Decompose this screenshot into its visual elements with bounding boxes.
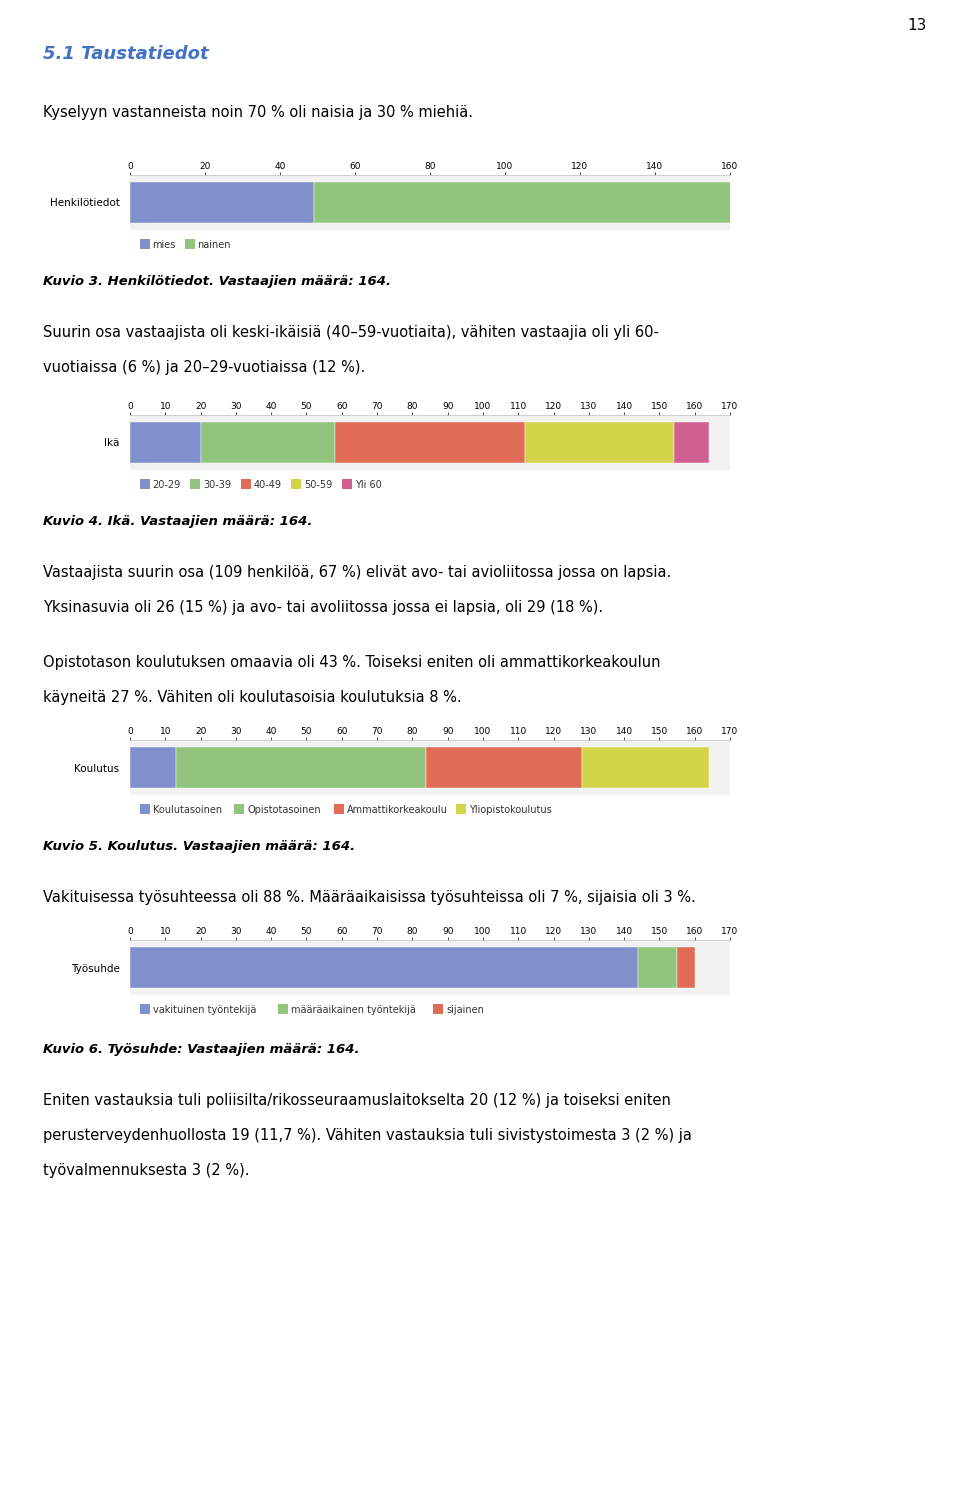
Text: Yksinasuvia oli 26 (15 %) ja avo- tai avoliitossa jossa ei lapsia, oli 29 (18 %): Yksinasuvia oli 26 (15 %) ja avo- tai av… bbox=[43, 600, 603, 615]
Text: 30-39: 30-39 bbox=[204, 480, 231, 490]
Text: Kuvio 6. Työsuhde: Vastaajien määrä: 164.: Kuvio 6. Työsuhde: Vastaajien määrä: 164… bbox=[43, 1042, 360, 1056]
Text: 13: 13 bbox=[907, 18, 926, 33]
Text: Kuvio 4. Ikä. Vastaajien määrä: 164.: Kuvio 4. Ikä. Vastaajien määrä: 164. bbox=[43, 514, 313, 528]
Bar bbox=[130, 747, 176, 788]
Text: 5.1 Taustatiedot: 5.1 Taustatiedot bbox=[43, 45, 209, 63]
Text: Suurin osa vastaajista oli keski-ikäisiä (40–59-vuotiaita), vähiten vastaajia ol: Suurin osa vastaajista oli keski-ikäisiä… bbox=[43, 325, 660, 340]
Text: työvalmennuksesta 3 (2 %).: työvalmennuksesta 3 (2 %). bbox=[43, 1163, 250, 1178]
Text: mies: mies bbox=[153, 241, 176, 250]
Bar bbox=[130, 182, 314, 223]
Text: Kyselyyn vastanneista noin 70 % oli naisia ja 30 % miehiä.: Kyselyyn vastanneista noin 70 % oli nais… bbox=[43, 105, 473, 120]
Text: perusterveydenhuollosta 19 (11,7 %). Vähiten vastauksia tuli sivistystoimesta 3 : perusterveydenhuollosta 19 (11,7 %). Väh… bbox=[43, 1128, 692, 1143]
Bar bbox=[677, 948, 695, 988]
Text: Vakituisessa työsuhteessa oli 88 %. Määräaikaisissa työsuhteissa oli 7 %, sijais: Vakituisessa työsuhteessa oli 88 %. Määr… bbox=[43, 890, 696, 905]
Text: käyneitä 27 %. Vähiten oli koulutasoisia koulutuksia 8 %.: käyneitä 27 %. Vähiten oli koulutasoisia… bbox=[43, 690, 462, 705]
Text: nainen: nainen bbox=[198, 241, 231, 250]
Text: määräaikainen työntekijä: määräaikainen työntekijä bbox=[291, 1005, 416, 1015]
Text: Yli 60: Yli 60 bbox=[354, 480, 381, 490]
Text: Yliopistokoulutus: Yliopistokoulutus bbox=[469, 805, 552, 815]
Bar bbox=[176, 747, 426, 788]
Text: Koulutasoinen: Koulutasoinen bbox=[153, 805, 222, 815]
Bar bbox=[130, 423, 201, 463]
Text: vakituinen työntekijä: vakituinen työntekijä bbox=[153, 1005, 256, 1015]
Bar bbox=[525, 423, 674, 463]
Text: vuotiaissa (6 %) ja 20–29-vuotiaissa (12 %).: vuotiaissa (6 %) ja 20–29-vuotiaissa (12… bbox=[43, 359, 366, 374]
Bar bbox=[674, 423, 708, 463]
Text: Kuvio 3. Henkilötiedot. Vastaajien määrä: 164.: Kuvio 3. Henkilötiedot. Vastaajien määrä… bbox=[43, 275, 392, 287]
Text: Kuvio 5. Koulutus. Vastaajien määrä: 164.: Kuvio 5. Koulutus. Vastaajien määrä: 164… bbox=[43, 841, 355, 853]
Text: 40-49: 40-49 bbox=[253, 480, 281, 490]
Text: Opistotasoinen: Opistotasoinen bbox=[247, 805, 321, 815]
Text: 50-59: 50-59 bbox=[304, 480, 332, 490]
Text: Opistotason koulutuksen omaavia oli 43 %. Toiseksi eniten oli ammattikorkeakoulu: Opistotason koulutuksen omaavia oli 43 %… bbox=[43, 656, 660, 669]
Bar bbox=[201, 423, 335, 463]
Text: Eniten vastauksia tuli poliisilta/rikosseuraamuslaitokselta 20 (12 %) ja toiseks: Eniten vastauksia tuli poliisilta/rikoss… bbox=[43, 1093, 671, 1108]
Text: sijainen: sijainen bbox=[446, 1005, 484, 1015]
Text: Ammattikorkeakoulu: Ammattikorkeakoulu bbox=[348, 805, 448, 815]
Bar bbox=[426, 747, 582, 788]
Text: 20-29: 20-29 bbox=[153, 480, 180, 490]
Bar bbox=[582, 747, 708, 788]
Bar bbox=[130, 948, 638, 988]
Bar bbox=[638, 948, 677, 988]
Bar bbox=[335, 423, 525, 463]
Text: Vastaajista suurin osa (109 henkilöä, 67 %) elivät avo- tai avioliitossa jossa o: Vastaajista suurin osa (109 henkilöä, 67… bbox=[43, 566, 671, 581]
Bar bbox=[314, 182, 745, 223]
